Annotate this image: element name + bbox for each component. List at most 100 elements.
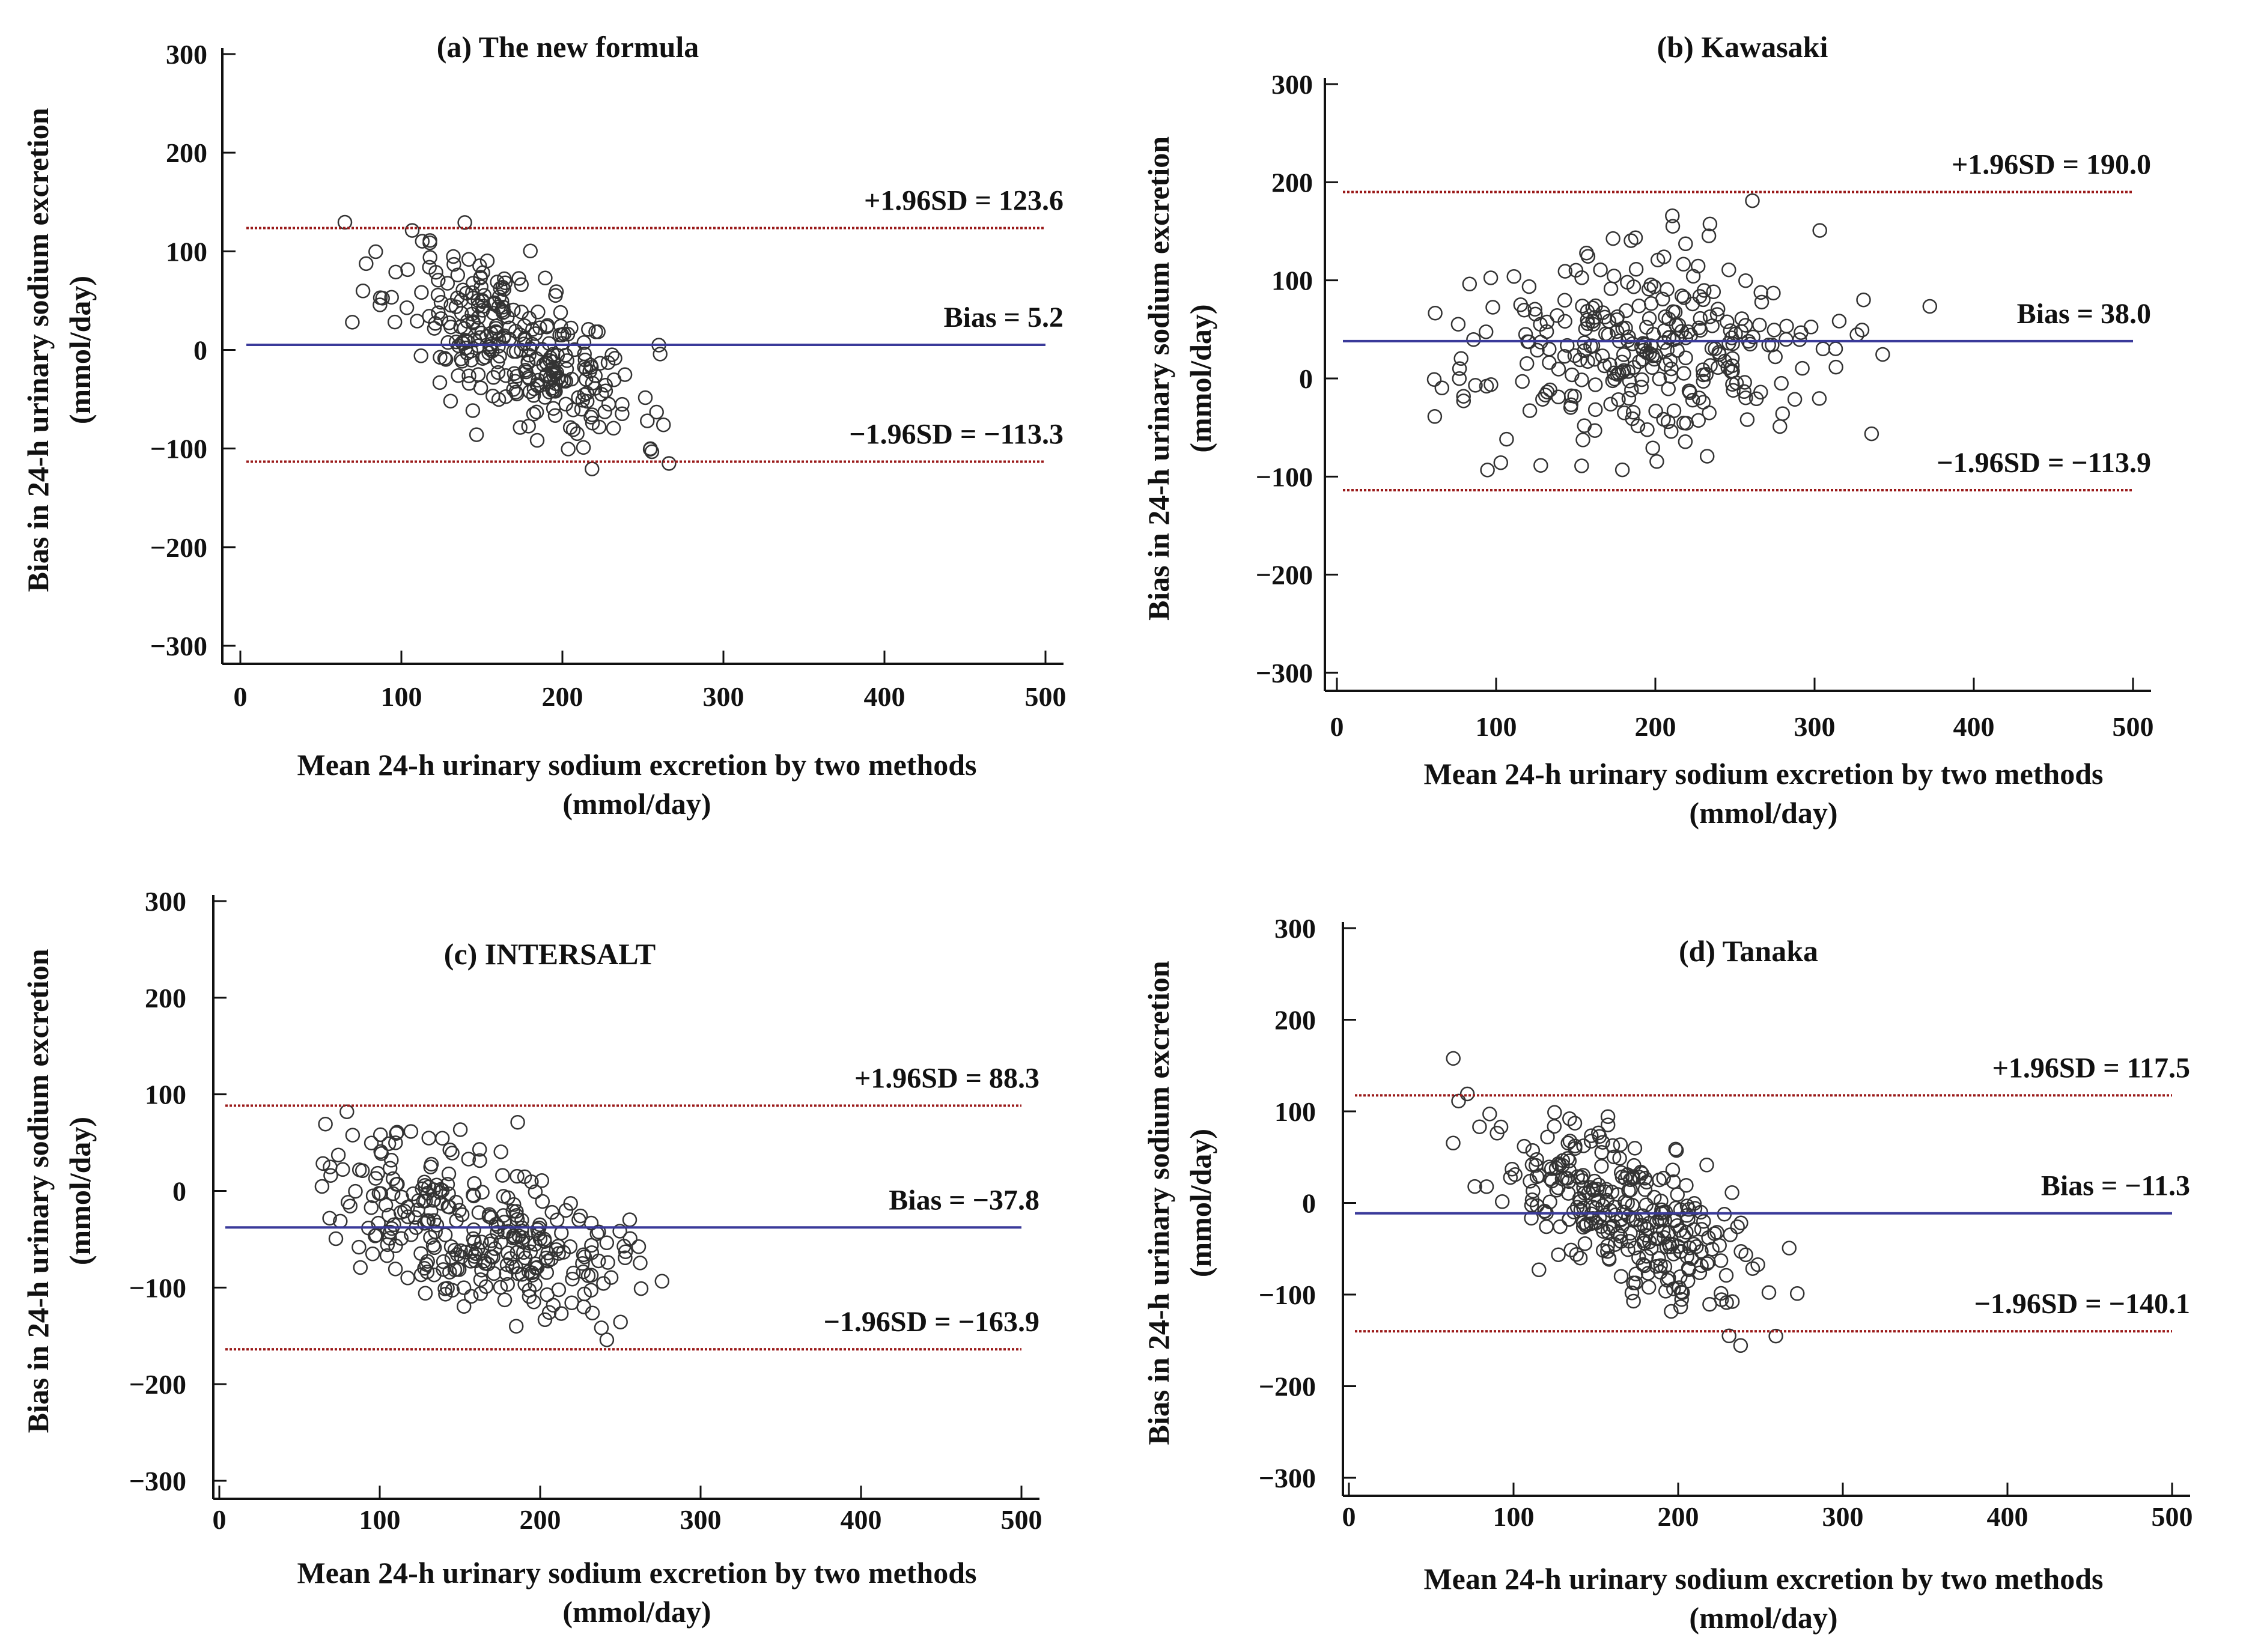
data-point (1595, 348, 1610, 363)
data-point (576, 335, 592, 350)
data-point (442, 1142, 457, 1158)
data-point (355, 1163, 370, 1179)
data-point (1478, 324, 1494, 339)
lower-limit-label: −1.96SD = −113.3 (849, 419, 1064, 451)
data-point (502, 320, 517, 336)
data-point (315, 1156, 330, 1171)
data-point (351, 1239, 367, 1255)
data-point (565, 422, 581, 437)
data-point (1625, 336, 1640, 351)
y-axis-label: Bias in 24-h urinary sodium excretion (1142, 961, 1175, 1445)
data-point (1624, 233, 1639, 248)
data-point (464, 1289, 479, 1304)
data-point (1745, 329, 1760, 345)
data-point (656, 417, 671, 433)
data-point (1467, 1179, 1482, 1194)
data-point (1745, 193, 1760, 208)
x-axis-unit: (mmol/day) (562, 787, 711, 821)
data-point (345, 315, 360, 330)
lower-limit-label: −1.96SD = −140.1 (1974, 1288, 2190, 1320)
data-point (348, 1183, 363, 1199)
data-point (1637, 1182, 1653, 1197)
data-point (1539, 1219, 1554, 1234)
data-point (1572, 352, 1587, 368)
data-point (1795, 360, 1810, 376)
data-point (1620, 1242, 1636, 1257)
data-point (388, 1135, 403, 1150)
data-point (359, 256, 374, 272)
data-point (1540, 1129, 1555, 1144)
y-tick-label: −200 (1256, 560, 1313, 591)
data-point (516, 1245, 531, 1260)
data-point (447, 1242, 463, 1258)
data-point (643, 441, 658, 457)
data-point (541, 336, 557, 351)
y-axis-label: Bias in 24-h urinary sodium excretion (21, 949, 55, 1433)
scatter-points (314, 1104, 670, 1347)
data-point (580, 1268, 596, 1283)
data-point (1628, 230, 1643, 245)
data-point (384, 290, 399, 305)
data-point (461, 252, 476, 267)
data-point (1557, 348, 1572, 364)
data-point (1493, 1119, 1509, 1135)
data-point (454, 306, 469, 321)
data-point (505, 1204, 521, 1219)
data-point (318, 1116, 333, 1132)
data-point (1724, 1185, 1739, 1200)
data-point (1618, 320, 1633, 336)
data-point (388, 264, 403, 280)
data-point (553, 1306, 569, 1321)
data-point (451, 1262, 467, 1277)
data-point (1670, 331, 1685, 346)
data-point (1557, 293, 1572, 308)
y-axis-unit: (mmol/day) (63, 1117, 97, 1265)
data-point (1657, 249, 1672, 264)
data-point (404, 223, 420, 238)
data-point (1587, 377, 1603, 392)
data-point (1524, 1157, 1540, 1173)
data-point (415, 234, 430, 249)
data-point (510, 1245, 525, 1260)
data-point (1542, 382, 1557, 398)
data-point (466, 1222, 481, 1237)
data-point (443, 393, 458, 408)
lower-limit-label: −1.96SD = −113.9 (1937, 447, 2151, 479)
data-point (1472, 1119, 1487, 1134)
data-point (1456, 389, 1471, 404)
data-point (508, 384, 523, 400)
data-point (1626, 1293, 1641, 1309)
data-point (1753, 384, 1768, 400)
bias-label: Bias = −11.3 (2041, 1170, 2190, 1202)
data-point (1666, 1174, 1681, 1189)
data-point (1637, 337, 1652, 352)
data-point (1682, 1240, 1697, 1256)
data-point (539, 319, 555, 335)
data-point (1699, 1256, 1715, 1271)
y-tick-label: 0 (172, 1176, 186, 1207)
data-point (429, 1177, 444, 1193)
data-point (565, 1271, 580, 1287)
data-point (1726, 383, 1741, 398)
data-point (493, 1144, 508, 1159)
data-point (400, 1271, 415, 1286)
data-point (472, 258, 487, 273)
x-tick-label: 100 (381, 681, 422, 712)
data-point (522, 1283, 537, 1298)
data-point (456, 1299, 472, 1314)
data-point (1766, 285, 1781, 301)
data-point (1580, 249, 1596, 264)
data-point (1533, 458, 1548, 473)
data-point (1539, 384, 1555, 399)
data-point (1597, 358, 1612, 374)
data-point (314, 1179, 330, 1194)
data-point (1661, 381, 1676, 396)
data-point (1482, 1107, 1497, 1122)
upper-limit-label: +1.96SD = 123.6 (864, 185, 1064, 217)
y-tick-label: −100 (1259, 1280, 1316, 1310)
data-point (373, 297, 388, 312)
upper-limit-label: +1.96SD = 190.0 (1952, 149, 2151, 181)
data-point (617, 367, 633, 382)
data-point (1577, 1236, 1593, 1251)
data-point (375, 291, 390, 306)
